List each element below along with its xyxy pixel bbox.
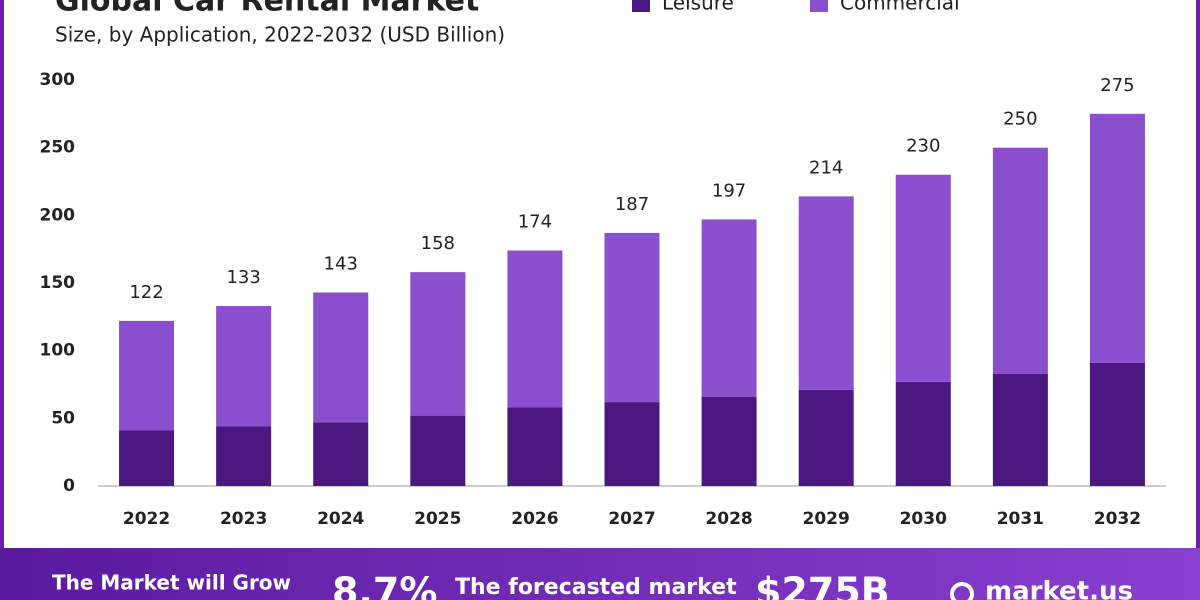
- y-tick-label: 100: [40, 341, 76, 361]
- x-tick-label: 2028: [705, 509, 752, 529]
- total-label: 250: [1003, 109, 1037, 130]
- x-tick-label: 2031: [997, 509, 1044, 529]
- bar-segment: [798, 196, 854, 390]
- bar-segment: [701, 396, 757, 486]
- total-label: 143: [324, 253, 358, 274]
- bar-segment: [1089, 113, 1145, 363]
- bar-segment: [507, 250, 563, 408]
- bar-segment: [119, 430, 175, 486]
- bar-segment: [798, 389, 854, 486]
- x-tick-label: 2026: [511, 509, 558, 529]
- y-tick-label: 250: [40, 138, 76, 158]
- bar-segment: [410, 415, 466, 486]
- y-tick-label: 0: [63, 476, 75, 496]
- footer-grow: The Market will Grow: [52, 571, 291, 595]
- bar-segment: [216, 306, 272, 427]
- x-tick-label: 2024: [317, 509, 364, 529]
- footer-forecast: The forecasted market: [455, 575, 737, 600]
- footer-brand: market.us: [985, 577, 1133, 600]
- bar-segment: [119, 320, 175, 431]
- legend-label: Leisure: [662, 0, 734, 15]
- x-tick-label: 2030: [900, 509, 947, 529]
- total-label: 174: [518, 212, 552, 233]
- brand-logo: [950, 582, 974, 600]
- bar-segment: [313, 292, 369, 423]
- x-tick-label: 2023: [220, 509, 267, 529]
- total-label: 275: [1100, 75, 1134, 96]
- x-tick-label: 2025: [414, 509, 461, 529]
- bar-segment: [313, 422, 369, 486]
- x-tick-label: 2022: [123, 509, 170, 529]
- frame-left: [0, 0, 4, 548]
- y-tick-label: 200: [40, 205, 76, 225]
- bar-segment: [1089, 362, 1145, 486]
- x-tick-label: 2029: [803, 509, 850, 529]
- y-tick-label: 300: [40, 70, 76, 90]
- y-tick-label: 150: [40, 273, 76, 293]
- bar-segment: [992, 373, 1048, 486]
- bar-segment: [895, 174, 951, 382]
- bar-segment: [604, 402, 660, 486]
- legend-swatch: [632, 0, 650, 12]
- legend-label: Commercial: [840, 0, 960, 15]
- bar-segment: [895, 381, 951, 486]
- total-label: 122: [129, 282, 163, 303]
- y-tick-label: 50: [51, 408, 75, 428]
- x-tick-label: 2027: [608, 509, 655, 529]
- total-label: 230: [906, 136, 940, 157]
- bar-segment: [992, 147, 1048, 374]
- bar-segment: [507, 407, 563, 486]
- bar-segment: [410, 272, 466, 416]
- bar-segment: [701, 219, 757, 397]
- x-tick-label: 2032: [1094, 509, 1141, 529]
- bar-segment: [604, 232, 660, 403]
- total-label: 197: [712, 180, 746, 201]
- footer-cagr: 8.7%: [332, 570, 437, 600]
- frame-right: [1196, 0, 1200, 548]
- bar-segment: [216, 426, 272, 486]
- footer-forecast-value: $275B: [755, 570, 890, 600]
- total-label: 158: [421, 233, 455, 254]
- total-label: 133: [226, 267, 260, 288]
- chart-subtitle: Size, by Application, 2022-2032 (USD Bil…: [55, 23, 505, 47]
- total-label: 187: [615, 194, 649, 215]
- legend-swatch: [810, 0, 828, 12]
- footer-band: [0, 548, 1200, 600]
- total-label: 214: [809, 157, 843, 178]
- chart-title: Global Car Rental Market: [55, 0, 479, 19]
